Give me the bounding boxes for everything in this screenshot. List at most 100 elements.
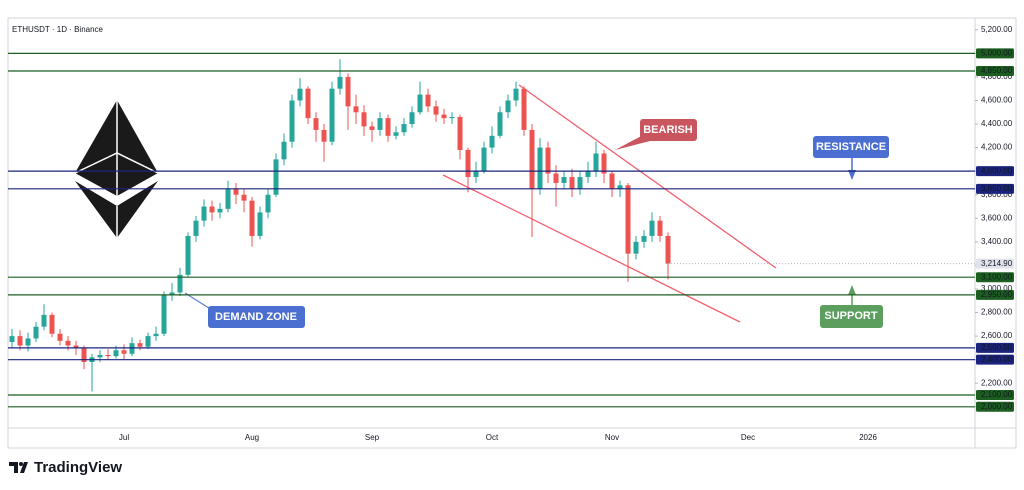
- annotation: DEMAND ZONE: [215, 311, 297, 323]
- candle-body: [9, 336, 15, 342]
- upper-trendline: [518, 84, 777, 269]
- x-tick-label: Oct: [486, 433, 499, 442]
- x-tick-label: Jul: [119, 433, 129, 442]
- candle-body: [481, 147, 487, 172]
- support-arrow: [848, 285, 856, 295]
- candle-body: [513, 88, 519, 101]
- y-tick-label: 4,400.00: [981, 119, 1013, 128]
- candle-body: [433, 106, 439, 115]
- candle-body: [497, 112, 503, 136]
- annotation: SUPPORT: [824, 310, 877, 322]
- candle-body: [657, 220, 663, 236]
- candle-body: [321, 129, 327, 142]
- candle-body: [81, 347, 87, 363]
- y-tick-label: 3,400.00: [981, 237, 1013, 246]
- level-tag: [976, 354, 1014, 365]
- candle-body: [297, 88, 303, 101]
- candle-body: [313, 118, 319, 130]
- candle-body: [153, 333, 159, 337]
- candle-body: [601, 153, 607, 174]
- candle-body: [25, 338, 31, 346]
- candle-body: [521, 88, 527, 130]
- x-tick-label: Dec: [741, 433, 755, 442]
- candle-body: [345, 76, 351, 107]
- candle-body: [121, 350, 127, 354]
- level-tag: [976, 289, 1014, 300]
- candle-body: [113, 350, 119, 357]
- candle-body: [57, 333, 63, 341]
- candle-body: [545, 147, 551, 174]
- candle-body: [273, 159, 279, 195]
- candle-body: [209, 206, 215, 213]
- candle-body: [633, 241, 639, 254]
- candle-body: [553, 173, 559, 183]
- resistance-box: [813, 136, 889, 158]
- candle-body: [441, 114, 447, 119]
- y-tick-label: 5,200.00: [981, 25, 1013, 34]
- candle-body: [609, 173, 615, 189]
- candle-body: [385, 118, 391, 136]
- candle-body: [169, 292, 175, 295]
- x-tick-label: Sep: [365, 433, 380, 442]
- candle-body: [41, 314, 47, 327]
- candle-body: [585, 171, 591, 178]
- candle-body: [289, 100, 295, 142]
- x-tick-label: 2026: [859, 433, 877, 442]
- candle-body: [217, 208, 223, 213]
- candle-body: [185, 235, 191, 275]
- y-tick-label: 2,200.00: [981, 378, 1013, 387]
- candle-body: [305, 88, 311, 119]
- candle-body: [641, 235, 647, 242]
- y-tick-label: 4,200.00: [981, 143, 1013, 152]
- candle-body: [281, 141, 287, 160]
- level-tag: [976, 342, 1014, 353]
- candle-body: [257, 212, 263, 236]
- candle-body: [473, 171, 479, 178]
- candle-body: [353, 106, 359, 113]
- bearish-box: [640, 119, 697, 141]
- candle-body: [265, 194, 271, 213]
- bearish-pointer: [615, 134, 650, 150]
- candle-body: [505, 100, 511, 113]
- candle-body: [665, 235, 671, 264]
- candle-body: [537, 147, 543, 189]
- y-tick-label: 3,000.00: [981, 284, 1013, 293]
- annotation: RESISTANCE: [816, 141, 886, 153]
- demand-pointer: [184, 292, 213, 311]
- level-tag: [976, 66, 1014, 77]
- last-price-tag: [976, 258, 1014, 269]
- candle-body: [33, 326, 39, 339]
- last-price-label: 3,214.90: [981, 259, 1013, 268]
- candle-body: [193, 220, 199, 236]
- x-tick-label: Aug: [245, 433, 259, 442]
- candle-body: [105, 354, 111, 357]
- level-tag: [976, 183, 1014, 194]
- level-label: 3,100.00: [981, 272, 1013, 281]
- candle-body: [569, 177, 575, 189]
- level-label: 2,400.00: [981, 355, 1013, 364]
- candle-body: [617, 185, 623, 189]
- level-tag: [976, 272, 1014, 283]
- y-tick-label: 2,600.00: [981, 331, 1013, 340]
- chart-frame: [7, 17, 1017, 449]
- candle-body: [593, 153, 599, 172]
- candle-body: [145, 336, 151, 347]
- level-tag: [976, 401, 1014, 412]
- y-tick-label: 3,800.00: [981, 190, 1013, 199]
- candle-body: [649, 220, 655, 236]
- candle-body: [369, 126, 375, 130]
- level-label: 2,000.00: [981, 402, 1013, 411]
- candle-body: [529, 129, 535, 189]
- resistance-arrow: [848, 170, 856, 180]
- candle-body: [177, 274, 183, 293]
- x-tick-label: Nov: [605, 433, 619, 442]
- level-label: 4,000.00: [981, 166, 1013, 175]
- chart-title: ETHUSDT · 1D · Binance: [12, 25, 104, 34]
- candle-body: [409, 112, 415, 125]
- y-tick-label: 4,600.00: [981, 96, 1013, 105]
- level-label: 4,850.00: [981, 66, 1013, 75]
- level-label: 5,000.00: [981, 48, 1013, 57]
- candle-body: [233, 188, 239, 195]
- candle-body: [625, 185, 631, 254]
- candle-body: [17, 336, 23, 346]
